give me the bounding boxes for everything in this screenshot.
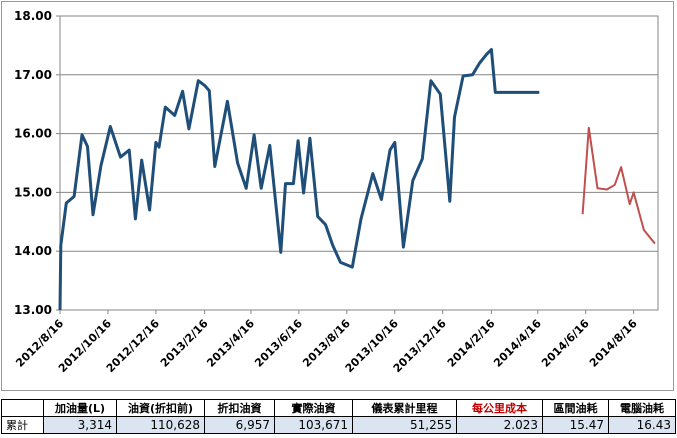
x-tick-label-3: 2013/2/16: [158, 317, 211, 370]
line-chart: 13.00 14.00 15.00 16.00 17.00 18.00 2012/8/16…: [13, 9, 659, 375]
value-cost-per-km: 2.023: [456, 416, 543, 434]
x-axis-ticks: 2012/8/162012/10/162012/12/162013/2/1620…: [13, 317, 640, 375]
value-computer-consumption: 16.43: [608, 416, 676, 434]
row-label-total: 累計: [1, 416, 44, 434]
chart-frame: 13.00 14.00 15.00 16.00 17.00 18.00 2012/8/16…: [1, 1, 674, 391]
y-tick-label-5: 18.00: [14, 9, 52, 23]
header-cost-per-km: 每公里成本: [456, 399, 543, 417]
y-tick-label-0: 13.00: [14, 303, 52, 317]
x-tick-label-0: 2012/8/16: [13, 317, 66, 370]
x-tick-label-4: 2013/4/16: [204, 317, 257, 370]
summary-table: 加油量(L) 油資(折扣前) 折扣油資 實際油資 儀表累計里程 每公里成本 區間…: [1, 399, 676, 434]
header-computer-consumption: 電腦油耗: [608, 399, 676, 417]
value-odometer: 51,255: [352, 416, 457, 434]
value-fuel-cost-before-discount: 110,628: [116, 416, 205, 434]
summary-header-row: 加油量(L) 油資(折扣前) 折扣油資 實際油資 儀表累計里程 每公里成本 區間…: [1, 399, 676, 417]
gridlines: [56, 15, 659, 314]
header-fuel-cost-before-discount: 油資(折扣前): [116, 399, 205, 417]
x-tick-label-12: 2014/8/16: [587, 317, 640, 370]
x-tick-label-5: 2013/6/16: [252, 317, 305, 370]
y-axis-ticks: 13.00 14.00 15.00 16.00 17.00 18.00: [14, 9, 52, 317]
series-line-1: [58, 48, 540, 311]
x-tick-label-9: 2014/2/16: [445, 317, 498, 370]
y-tick-label-4: 17.00: [14, 68, 52, 82]
value-fuel-volume: 3,314: [43, 416, 117, 434]
series-line-2: [581, 126, 656, 245]
x-tick-label-6: 2013/8/16: [300, 317, 353, 370]
plot-area-border: [59, 15, 659, 311]
header-blank: [1, 399, 44, 417]
series-lines: [58, 48, 656, 311]
x-tick-label-11: 2014/6/16: [539, 317, 592, 370]
y-tick-label-2: 15.00: [14, 185, 52, 199]
y-tick-label-1: 14.00: [14, 244, 52, 258]
value-discount: 6,957: [204, 416, 275, 434]
header-actual-cost: 實際油資: [274, 399, 353, 417]
value-actual-cost: 103,671: [274, 416, 353, 434]
header-interval-consumption: 區間油耗: [542, 399, 609, 417]
header-fuel-volume: 加油量(L): [43, 399, 117, 417]
y-tick-label-3: 16.00: [14, 127, 52, 141]
value-interval-consumption: 15.47: [542, 416, 609, 434]
header-discount: 折扣油資: [204, 399, 275, 417]
summary-total-row: 累計 3,314 110,628 6,957 103,671 51,255 2.…: [1, 416, 676, 434]
x-tick-label-10: 2014/4/16: [491, 317, 544, 370]
header-odometer: 儀表累計里程: [352, 399, 457, 417]
